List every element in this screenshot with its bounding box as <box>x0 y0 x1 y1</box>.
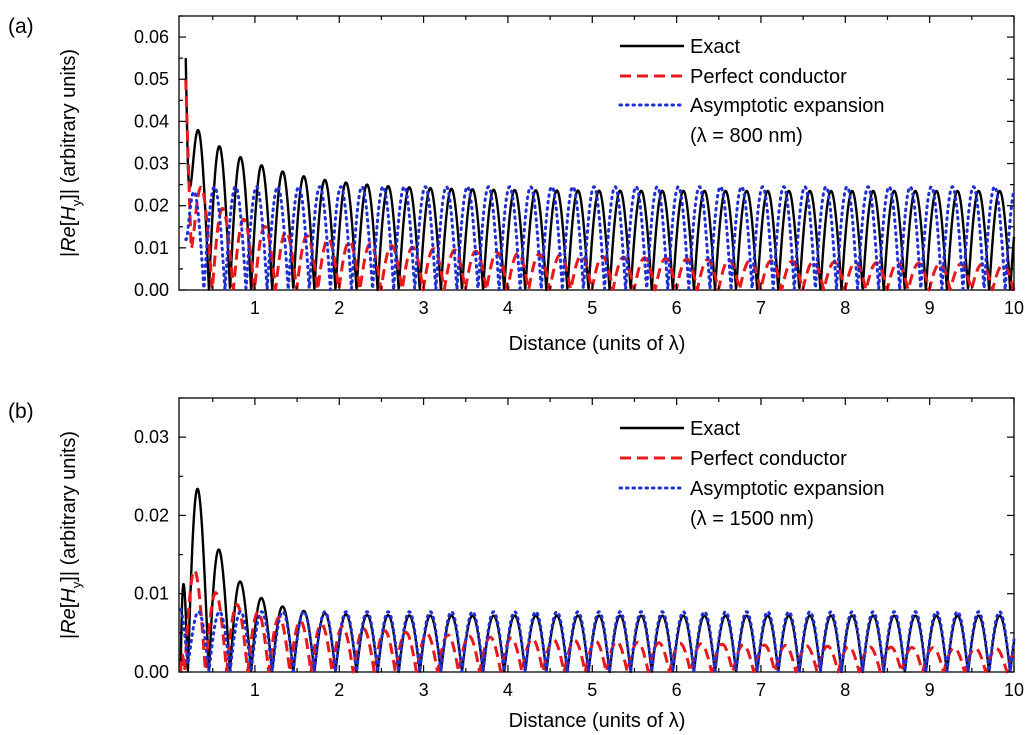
x-tick-label: 6 <box>672 298 682 318</box>
panel-a: (a) 1 2 3 4 5 6 7 8 9 10 0.00 0.01 0.02 0.03 0.04 0.05 0… <box>8 15 1024 355</box>
series-line-asymptotic-expansion <box>179 607 1016 674</box>
panel-label-b: (b) <box>8 400 34 423</box>
x-tick-label: 7 <box>756 298 766 318</box>
y-tick-label: 0.01 <box>134 584 169 604</box>
x-tick-label: 3 <box>419 680 429 700</box>
series-line-perfect-conductor <box>179 568 1016 674</box>
y-tick-label: 0.00 <box>134 280 169 300</box>
series-layer-b <box>179 487 1016 674</box>
y-label-bar: | <box>58 634 80 639</box>
panel-b: (b) 1 2 3 4 5 6 7 8 9 10 0.00 0.01 0.02 0.03 Distance… <box>8 397 1024 732</box>
plot-frame-a <box>178 15 1015 291</box>
legend-label-asymptotic: Asymptotic expansion <box>690 478 885 500</box>
x-tick-label: 5 <box>587 298 597 318</box>
y-tick-label: 0.00 <box>134 662 169 682</box>
legend-label-asymptotic: Asymptotic expansion <box>690 95 885 117</box>
y-label-h: H <box>58 206 80 221</box>
legend-note-b: (λ = 1500 nm) <box>690 508 814 530</box>
y-label-bar: | <box>58 252 80 257</box>
y-label-bracket: [ <box>58 220 80 226</box>
series-line-asymptotic-expansion <box>184 185 1016 292</box>
y-label-rest: ]| (arbitrary units) <box>58 431 80 582</box>
x-axis-label-a: Distance (units of λ) <box>509 333 686 355</box>
y-tick-label: 0.04 <box>134 111 169 131</box>
x-tick-label: 7 <box>756 680 766 700</box>
x-tick-label: 2 <box>334 298 344 318</box>
x-tick-label: 3 <box>419 298 429 318</box>
y-tick-label: 0.03 <box>134 427 169 447</box>
legend-label-exact: Exact <box>690 36 740 58</box>
x-tick-label: 9 <box>925 680 935 700</box>
x-tick-label: 4 <box>503 680 513 700</box>
plot-frame-b <box>178 397 1015 673</box>
x-tick-label: 2 <box>334 680 344 700</box>
y-label-sub: y <box>69 199 84 206</box>
x-tick-label: 8 <box>840 298 850 318</box>
y-tick-label: 0.06 <box>134 27 169 47</box>
x-tick-label: 10 <box>1004 298 1024 318</box>
x-tick-label: 9 <box>925 298 935 318</box>
x-tick-label: 10 <box>1004 680 1024 700</box>
x-tick-label: 4 <box>503 298 513 318</box>
series-layer-a <box>184 58 1016 292</box>
y-tick-label: 0.05 <box>134 69 169 89</box>
y-tick-label: 0.02 <box>134 196 169 216</box>
y-axis-label-a: |Re[Hy]| (arbitrary units) <box>58 49 84 257</box>
y-tick-label: 0.02 <box>134 505 169 525</box>
legend-note-a: (λ = 800 nm) <box>690 125 803 147</box>
y-tick-label: 0.03 <box>134 154 169 174</box>
legend-b: Exact Perfect conductor Asymptotic expan… <box>618 418 885 530</box>
y-label-bracket: [ <box>58 602 80 608</box>
y-tick-label: 0.01 <box>134 238 169 258</box>
series-line-exact <box>184 58 1016 292</box>
y-label-sub: y <box>69 581 84 588</box>
tick-layer-b: 1 2 3 4 5 6 7 8 9 10 0.00 0.01 0.02 0.03 <box>134 397 1024 700</box>
y-label-re: Re <box>58 226 80 252</box>
y-label-rest: ]| (arbitrary units) <box>58 49 80 200</box>
legend-a: Exact Perfect conductor Asymptotic expan… <box>618 36 885 147</box>
x-tick-label: 1 <box>250 298 260 318</box>
legend-label-perfect: Perfect conductor <box>690 66 847 88</box>
x-tick-label: 5 <box>587 680 597 700</box>
panel-label-a: (a) <box>8 15 34 38</box>
y-label-h: H <box>58 588 80 603</box>
tick-layer-a: 1 2 3 4 5 6 7 8 9 10 0.00 0.01 0.02 0.03 0.04 0.05 0.06 <box>134 15 1024 318</box>
legend-label-perfect: Perfect conductor <box>690 448 847 470</box>
x-axis-label-b: Distance (units of λ) <box>509 710 686 732</box>
x-tick-label: 8 <box>840 680 850 700</box>
y-label-re: Re <box>58 608 80 634</box>
x-tick-label: 1 <box>250 680 260 700</box>
legend-label-exact: Exact <box>690 418 740 440</box>
y-axis-label-b: |Re[Hy]| (arbitrary units) <box>58 431 84 639</box>
x-tick-label: 6 <box>672 680 682 700</box>
